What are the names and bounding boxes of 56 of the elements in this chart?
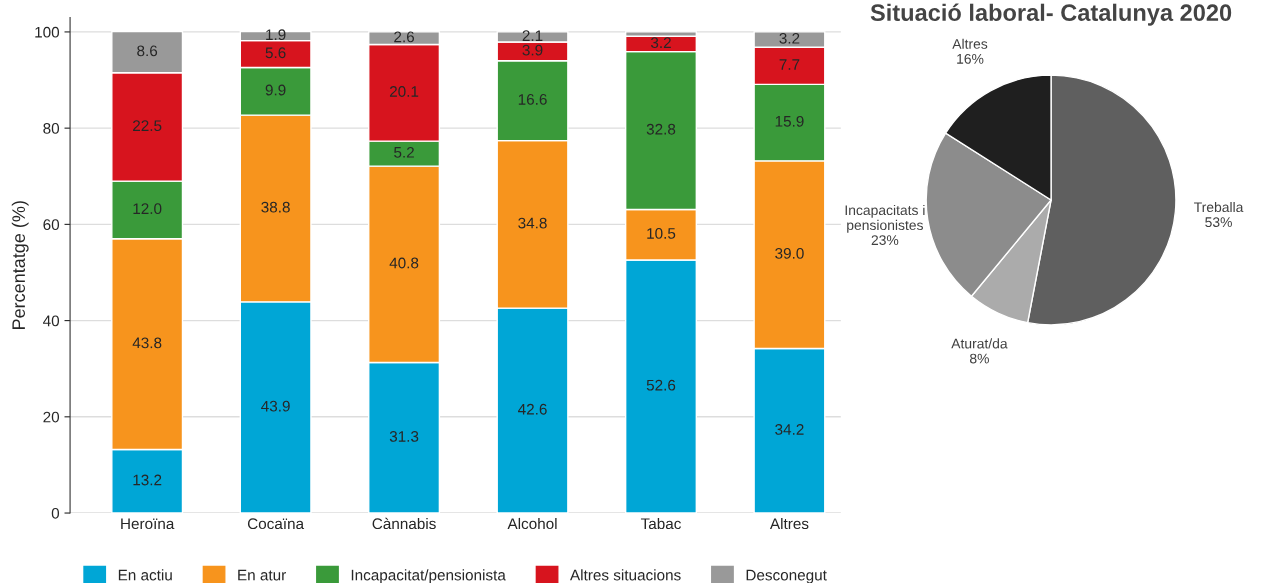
data-label: 7.7 bbox=[779, 59, 800, 70]
data-label: 16% bbox=[957, 53, 984, 64]
data-label: 43.9 bbox=[261, 400, 290, 412]
slice-label: Incapacitats i pensionistes bbox=[845, 204, 925, 233]
y-tick-label: 80 bbox=[43, 123, 60, 134]
x-tick-label: Tabac bbox=[640, 517, 681, 530]
legend-label: Desconegut bbox=[746, 569, 827, 583]
y-tick-label: 20 bbox=[43, 411, 60, 423]
data-label: 13.2 bbox=[133, 474, 162, 486]
y-tick-label: 40 bbox=[43, 315, 60, 327]
data-label: 3.9 bbox=[522, 44, 543, 56]
y-axis-title: Percentatge (%) bbox=[11, 201, 29, 330]
data-label: 15.9 bbox=[775, 115, 804, 127]
data-label: 39.0 bbox=[775, 247, 804, 259]
slice-label: Treballa bbox=[1194, 201, 1244, 213]
data-label: 2.1 bbox=[522, 30, 543, 41]
data-label: 32.8 bbox=[646, 123, 676, 135]
data-label: 52.6 bbox=[646, 379, 676, 391]
data-label: 42.6 bbox=[518, 403, 547, 415]
data-label: 1.9 bbox=[266, 29, 286, 41]
x-tick-label: Cànnabis bbox=[372, 517, 436, 530]
data-label: 43.8 bbox=[132, 337, 162, 349]
data-label: 9.9 bbox=[265, 84, 286, 96]
data-label: 16.6 bbox=[518, 94, 547, 105]
data-label: 3.2 bbox=[779, 32, 800, 44]
data-label: 31.3 bbox=[389, 431, 419, 442]
x-tick-label: Heroïna bbox=[121, 518, 175, 530]
x-tick-label: Alcohol bbox=[507, 517, 557, 530]
slice-label: Aturat/da bbox=[951, 338, 1008, 349]
data-label: 10.5 bbox=[647, 228, 676, 239]
data-label: 5.2 bbox=[394, 146, 414, 158]
legend-label: Altres situacions bbox=[570, 569, 681, 581]
data-label: 34.2 bbox=[775, 424, 804, 435]
x-tick-label: Cocaïna bbox=[247, 518, 305, 530]
data-label: 22.5 bbox=[133, 120, 162, 132]
slice-label: Altres bbox=[952, 38, 988, 49]
data-label: 2.6 bbox=[394, 31, 415, 43]
data-label: 34.8 bbox=[518, 217, 547, 229]
data-label: 23% bbox=[871, 235, 899, 246]
data-label: 8% bbox=[969, 353, 989, 364]
y-tick-label: 100 bbox=[35, 26, 60, 38]
data-label: 53% bbox=[1205, 217, 1232, 228]
legend-label: En atur bbox=[238, 569, 286, 581]
data-label: 8.6 bbox=[137, 45, 158, 57]
legend-label: En actiu bbox=[118, 569, 172, 581]
data-label: 38.8 bbox=[261, 201, 290, 213]
data-label: 20.1 bbox=[389, 86, 419, 97]
y-tick-label: 60 bbox=[43, 219, 60, 231]
data-label: 3.2 bbox=[650, 37, 671, 49]
x-tick-label: Altres bbox=[769, 517, 809, 530]
y-tick-label: 0 bbox=[51, 507, 60, 519]
legend-label: Incapacitat/pensionista bbox=[351, 569, 506, 583]
data-label: 5.6 bbox=[265, 47, 286, 59]
chart-title: Situació laboral- Catalunya 2020 bbox=[870, 3, 1232, 26]
data-label: 12.0 bbox=[133, 203, 162, 215]
data-label: 40.8 bbox=[389, 257, 419, 269]
